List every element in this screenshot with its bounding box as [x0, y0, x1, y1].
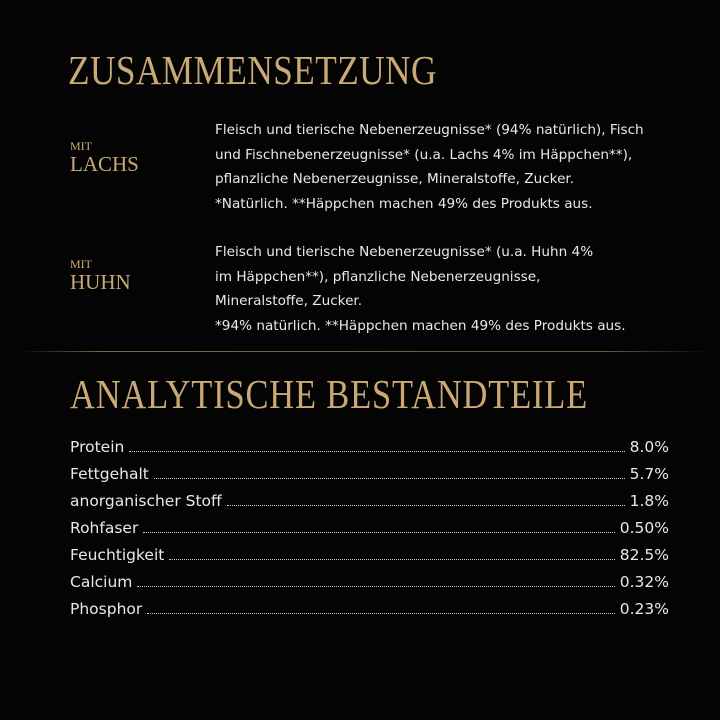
- ingredient-line: Fleisch und tierische Nebenerzeugnisse* …: [215, 122, 644, 138]
- analysis-label: Protein: [70, 438, 125, 456]
- composition-title: ZUSAMMENSETZUNG: [68, 47, 437, 93]
- analysis-label: Phosphor: [70, 600, 143, 618]
- variant-prefix: MIT: [70, 257, 92, 271]
- analysis-value: 1.8%: [629, 492, 669, 510]
- analysis-row: anorganischer Stoff 1.8%: [70, 492, 669, 519]
- ingredient-line: *94% natürlich. **Häppchen machen 49% de…: [215, 317, 626, 334]
- analysis-row: Feuchtigkeit 82.5%: [70, 546, 669, 573]
- dot-leader: [129, 451, 625, 452]
- ingredient-line: pflanzliche Nebenerzeugnisse, Mineralsto…: [215, 171, 575, 187]
- analysis-row: Rohfaser 0.50%: [70, 519, 669, 546]
- analysis-label: anorganischer Stoff: [70, 492, 222, 510]
- variant-name: HUHN: [70, 270, 131, 294]
- ingredients-huhn: Fleisch und tierische Nebenerzeugnisse* …: [215, 240, 715, 338]
- analysis-row: Fettgehalt 5.7%: [70, 465, 669, 492]
- analysis-label: Rohfaser: [70, 519, 139, 537]
- ingredient-line: und Fischnebenerzeugnisse* (u.a. Lachs 4…: [215, 146, 633, 163]
- ingredient-line: Fleisch und tierische Nebenerzeugnisse* …: [215, 244, 594, 260]
- analysis-label: Feuchtigkeit: [70, 546, 165, 564]
- analysis-value: 0.50%: [619, 519, 669, 537]
- dot-leader: [169, 559, 615, 560]
- dot-leader: [137, 586, 615, 587]
- variant-name: LACHS: [70, 152, 139, 176]
- analysis-label: Calcium: [70, 573, 133, 591]
- analysis-value: 82.5%: [619, 546, 669, 564]
- analysis-table: Protein 8.0% Fettgehalt 5.7% anorganischer S…: [70, 438, 669, 627]
- section-divider: [20, 351, 710, 352]
- dot-leader: [226, 505, 625, 506]
- ingredient-line: *Natürlich. **Häppchen machen 49% des Pr…: [215, 195, 593, 212]
- variant-label-huhn: MIT HUHN: [70, 257, 131, 294]
- ingredient-line: im Häppchen**), pflanzliche Nebenerzeugn…: [215, 268, 541, 285]
- dot-leader: [143, 532, 615, 533]
- analysis-value: 0.23%: [619, 600, 669, 618]
- analysis-title: ANALYTISCHE BESTANDTEILE: [70, 371, 589, 417]
- analysis-row: Calcium 0.32%: [70, 573, 669, 600]
- analysis-value: 0.32%: [619, 573, 669, 591]
- ingredients-lachs: Fleisch und tierische Nebenerzeugnisse* …: [215, 118, 715, 216]
- analysis-row: Protein 8.0%: [70, 438, 669, 465]
- analysis-value: 8.0%: [629, 438, 669, 456]
- analysis-row: Phosphor 0.23%: [70, 600, 669, 627]
- ingredient-line: Mineralstoffe, Zucker.: [215, 293, 363, 309]
- variant-label-lachs: MIT LACHS: [70, 139, 139, 176]
- dot-leader: [147, 613, 615, 614]
- analysis-label: Fettgehalt: [70, 465, 149, 483]
- analysis-value: 5.7%: [629, 465, 669, 483]
- variant-prefix: MIT: [70, 139, 92, 153]
- dot-leader: [153, 478, 625, 479]
